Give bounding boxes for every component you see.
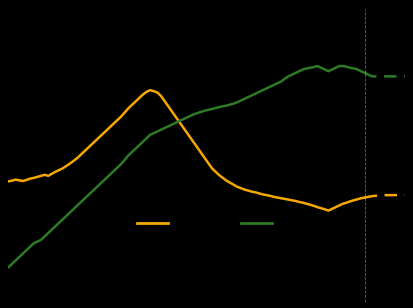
Legend: , : , — [137, 217, 276, 230]
